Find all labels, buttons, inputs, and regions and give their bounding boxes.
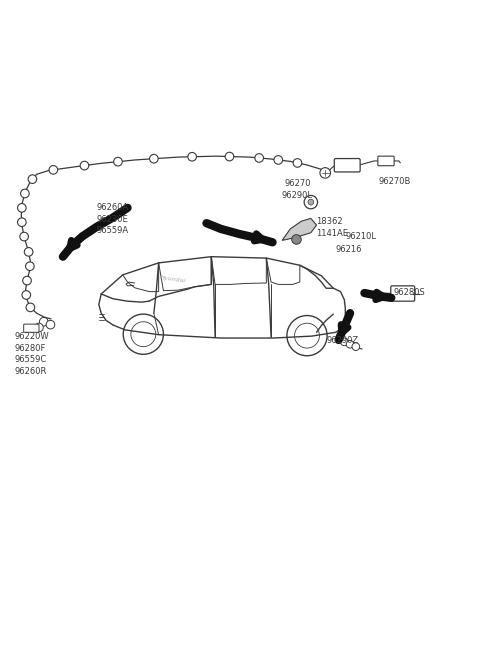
Circle shape bbox=[23, 276, 31, 285]
Circle shape bbox=[304, 195, 318, 209]
Circle shape bbox=[24, 248, 33, 256]
Circle shape bbox=[346, 341, 354, 348]
Circle shape bbox=[39, 318, 48, 326]
Circle shape bbox=[308, 199, 314, 205]
FancyBboxPatch shape bbox=[24, 324, 39, 332]
Circle shape bbox=[340, 338, 348, 346]
Circle shape bbox=[18, 204, 26, 212]
Circle shape bbox=[274, 156, 283, 164]
Text: 96270
96290L: 96270 96290L bbox=[282, 179, 313, 200]
Circle shape bbox=[320, 168, 330, 178]
Text: 96270B: 96270B bbox=[379, 177, 411, 186]
Circle shape bbox=[293, 159, 302, 167]
Text: 96216: 96216 bbox=[336, 245, 362, 254]
Circle shape bbox=[26, 303, 35, 312]
Text: 96220W
96280F
96559C
96260R: 96220W 96280F 96559C 96260R bbox=[14, 332, 49, 375]
Circle shape bbox=[188, 153, 196, 161]
Circle shape bbox=[46, 320, 55, 329]
Circle shape bbox=[225, 152, 234, 161]
Circle shape bbox=[28, 175, 37, 183]
Circle shape bbox=[21, 189, 29, 198]
Circle shape bbox=[18, 218, 26, 227]
Circle shape bbox=[255, 154, 264, 162]
Circle shape bbox=[49, 166, 58, 174]
Circle shape bbox=[80, 161, 89, 170]
Text: 96260A
96230E
96559A: 96260A 96230E 96559A bbox=[96, 203, 129, 235]
FancyBboxPatch shape bbox=[391, 286, 415, 301]
Circle shape bbox=[20, 233, 28, 241]
Text: Hyundai: Hyundai bbox=[160, 275, 186, 284]
FancyBboxPatch shape bbox=[378, 156, 394, 166]
Circle shape bbox=[22, 291, 31, 299]
Circle shape bbox=[292, 234, 301, 244]
Circle shape bbox=[352, 343, 360, 350]
Text: 96280S: 96280S bbox=[393, 288, 425, 297]
Polygon shape bbox=[282, 218, 317, 240]
Circle shape bbox=[25, 262, 34, 271]
Circle shape bbox=[150, 155, 158, 163]
Circle shape bbox=[35, 323, 43, 332]
Text: 96290Z: 96290Z bbox=[326, 336, 358, 345]
FancyBboxPatch shape bbox=[334, 159, 360, 172]
Text: 96210L: 96210L bbox=[345, 232, 376, 241]
Text: 18362
1141AE: 18362 1141AE bbox=[317, 217, 348, 238]
Circle shape bbox=[114, 157, 122, 166]
